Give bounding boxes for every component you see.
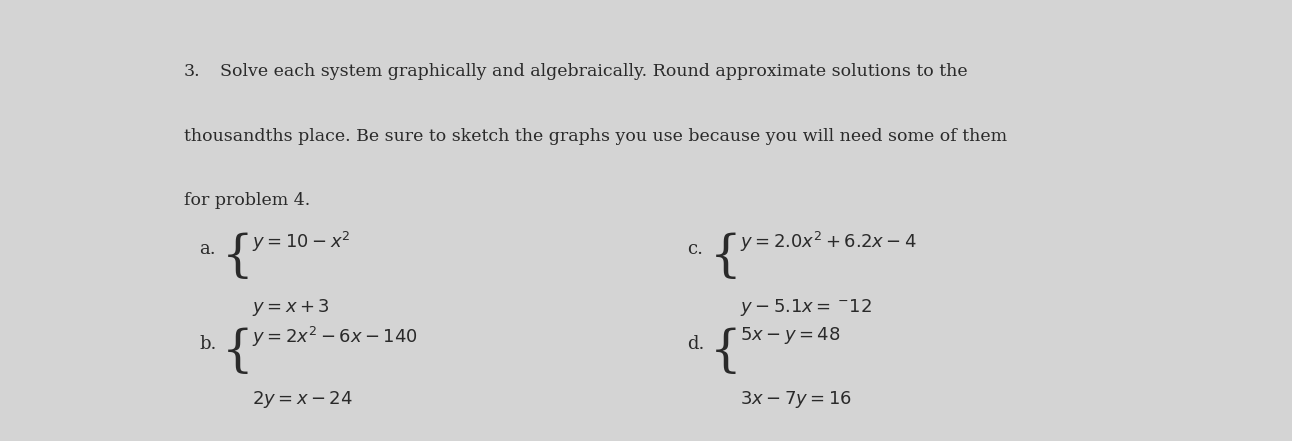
Text: a.: a. xyxy=(199,240,216,258)
Text: {: { xyxy=(711,233,742,282)
Text: {: { xyxy=(222,328,253,377)
Text: thousandths place. Be sure to sketch the graphs you use because you will need so: thousandths place. Be sure to sketch the… xyxy=(183,127,1006,145)
Text: d.: d. xyxy=(687,335,704,353)
Text: $y = x + 3$: $y = x + 3$ xyxy=(252,297,329,318)
Text: $3x - 7y = 16$: $3x - 7y = 16$ xyxy=(740,389,853,410)
Text: for problem 4.: for problem 4. xyxy=(183,192,310,209)
Text: 3.: 3. xyxy=(183,63,200,80)
Text: $y = 10 - x^2$: $y = 10 - x^2$ xyxy=(252,229,350,254)
Text: b.: b. xyxy=(199,335,217,353)
Text: $y = 2x^2 - 6x - 140$: $y = 2x^2 - 6x - 140$ xyxy=(252,325,417,349)
Text: $2y = x - 24$: $2y = x - 24$ xyxy=(252,389,353,410)
Text: $y = 2.0x^2 + 6.2x - 4$: $y = 2.0x^2 + 6.2x - 4$ xyxy=(740,229,917,254)
Text: {: { xyxy=(711,328,742,377)
Text: $5x - y = 48$: $5x - y = 48$ xyxy=(740,325,841,346)
Text: {: { xyxy=(222,233,253,282)
Text: $y - 5.1x = \,^{-}12$: $y - 5.1x = \,^{-}12$ xyxy=(740,297,872,318)
Text: c.: c. xyxy=(687,240,703,258)
Text: Solve each system graphically and algebraically. Round approximate solutions to : Solve each system graphically and algebr… xyxy=(220,63,968,80)
